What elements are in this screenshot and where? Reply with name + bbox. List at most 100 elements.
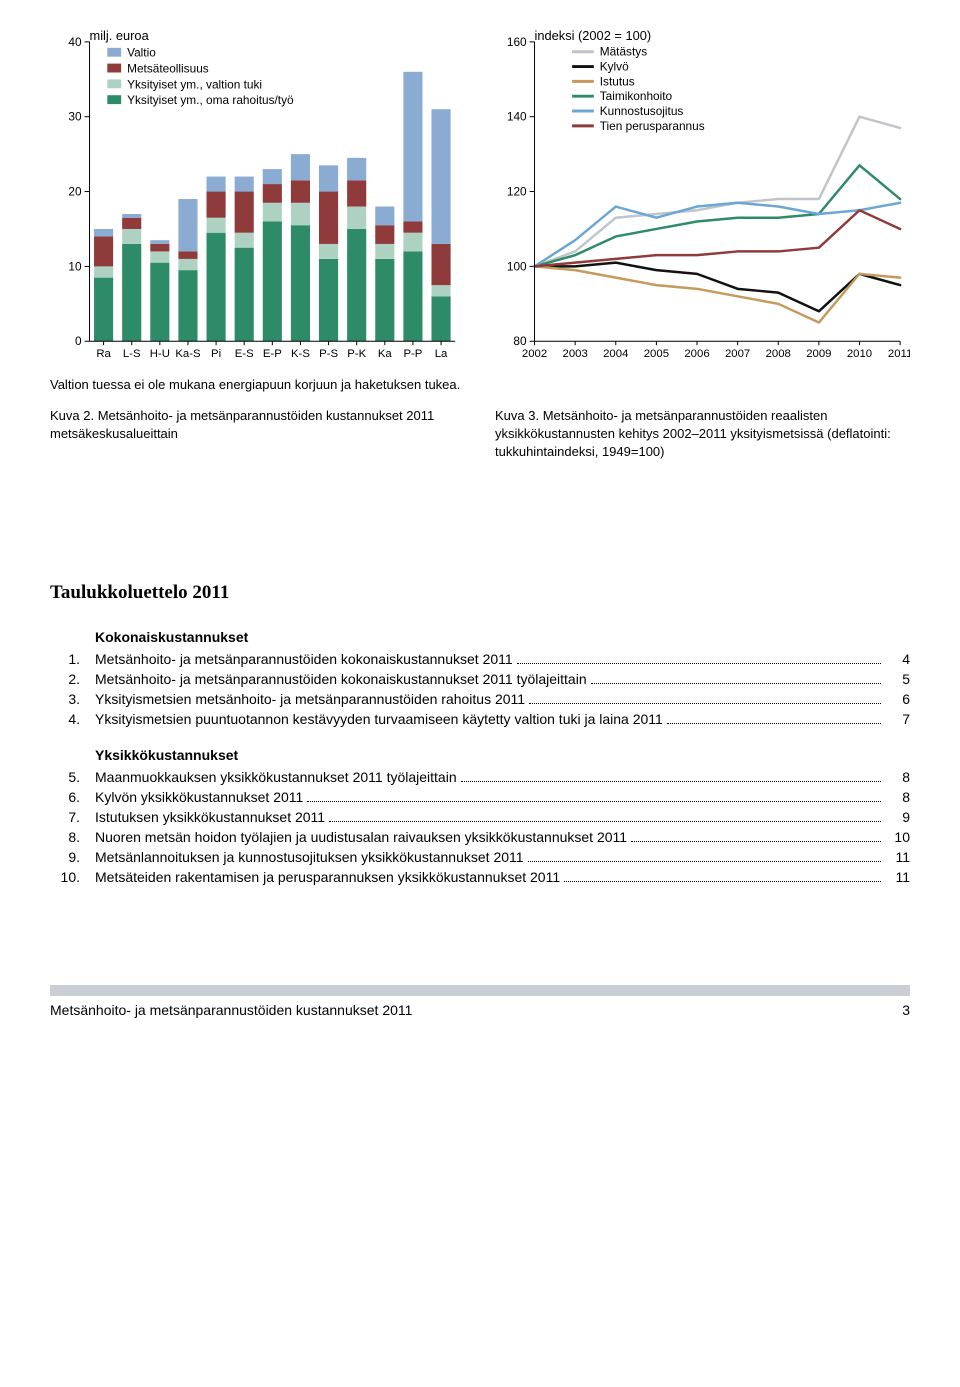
toc-entry-number: 1. <box>50 651 80 667</box>
svg-text:Pi: Pi <box>211 348 221 360</box>
toc-entry-text: Istutuksen yksikkökustannukset 2011 <box>95 809 325 825</box>
svg-text:20: 20 <box>68 184 82 198</box>
toc-entry-dots <box>631 841 881 842</box>
svg-text:P-P: P-P <box>403 348 422 360</box>
toc-entry: 2. Metsänhoito- ja metsänparannustöiden k… <box>50 671 910 687</box>
toc-section-heading: Yksikkökustannukset <box>95 747 910 763</box>
toc-entry-number: 5. <box>50 769 80 785</box>
toc-title: Taulukkoluettelo 2011 <box>50 582 910 604</box>
toc-entry-text: Metsänhoito- ja metsänparannustöiden kok… <box>95 671 587 687</box>
toc-entry-dots <box>528 861 881 862</box>
svg-text:80: 80 <box>513 334 527 348</box>
toc-entry-page: 5 <box>885 671 910 687</box>
svg-text:2011: 2011 <box>888 348 910 360</box>
toc-entry-page: 8 <box>885 789 910 805</box>
line-chart: indeksi (2002 = 100) MätästysKylvöIstutus… <box>495 30 910 366</box>
bar-chart-container: milj. euroa ValtioMetsäteollisuus Yksityis… <box>50 30 465 462</box>
toc-entry-page: 9 <box>885 809 910 825</box>
bar-chart: milj. euroa ValtioMetsäteollisuus Yksityis… <box>50 30 465 366</box>
toc-entry-text: Yksityismetsien puuntuotannon kestävyyde… <box>95 711 663 727</box>
svg-text:Kunnostusojitus: Kunnostusojitus <box>600 104 684 118</box>
footer-bar <box>50 985 910 996</box>
svg-text:Mätästys: Mätästys <box>600 45 647 59</box>
svg-text:2003: 2003 <box>563 348 588 360</box>
toc-entry-page: 10 <box>885 829 910 845</box>
footer-title: Metsänhoito- ja metsänparannustöiden kus… <box>50 1002 412 1018</box>
svg-text:Yksityiset ym., valtion tuki: Yksityiset ym., valtion tuki <box>127 77 262 91</box>
toc-entry-page: 11 <box>885 849 910 865</box>
toc-entry-number: 10. <box>50 869 80 885</box>
svg-text:P-S: P-S <box>319 348 338 360</box>
toc-entry-text: Metsäteiden rakentamisen ja perusparannu… <box>95 869 560 885</box>
toc-entry: 1.Metsänhoito- ja metsänparannustöiden k… <box>50 651 910 667</box>
svg-text:120: 120 <box>507 184 527 198</box>
svg-text:2002: 2002 <box>522 348 547 360</box>
toc-entry-text: Maanmuokkauksen yksikkökustannukset 2011… <box>95 769 457 785</box>
toc-entry-text: Kylvön yksikkökustannukset 2011 <box>95 789 303 805</box>
svg-text:2009: 2009 <box>806 348 831 360</box>
toc: Kokonaiskustannukset1.Metsänhoito- ja me… <box>50 629 910 885</box>
toc-entry-dots <box>564 881 881 882</box>
svg-text:2008: 2008 <box>766 348 791 360</box>
svg-text:2004: 2004 <box>603 348 628 360</box>
svg-text:2005: 2005 <box>644 348 669 360</box>
svg-text:140: 140 <box>507 110 527 124</box>
toc-entry-page: 4 <box>885 651 910 667</box>
svg-text:K-S: K-S <box>291 348 310 360</box>
svg-text:0: 0 <box>75 334 82 348</box>
toc-entry-page: 8 <box>885 769 910 785</box>
toc-entry-number: 2. <box>50 671 80 687</box>
svg-text:P-K: P-K <box>347 348 366 360</box>
toc-entry: 4. Yksityismetsien puuntuotannon kestävyy… <box>50 711 910 727</box>
page-footer: Metsänhoito- ja metsänparannustöiden kus… <box>50 985 910 1018</box>
toc-entry: 8. Nuoren metsän hoidon työlajien ja uudi… <box>50 829 910 845</box>
toc-entry-page: 7 <box>885 711 910 727</box>
svg-text:Ra: Ra <box>96 348 111 360</box>
toc-entry-number: 3. <box>50 691 80 707</box>
svg-text:E-S: E-S <box>235 348 254 360</box>
line-chart-caption: Kuva 3. Metsänhoito- ja metsänparannustö… <box>495 407 910 462</box>
toc-entry: 3. Yksityismetsien metsänhoito- ja metsän… <box>50 691 910 707</box>
line-chart-container: indeksi (2002 = 100) MätästysKylvöIstutus… <box>495 30 910 462</box>
toc-entry-number: 9. <box>50 849 80 865</box>
toc-entry-dots <box>329 821 881 822</box>
toc-entry: 6. Kylvön yksikkökustannukset 2011 8 <box>50 789 910 805</box>
svg-text:100: 100 <box>507 259 527 273</box>
svg-text:Kylvö: Kylvö <box>600 60 629 74</box>
toc-entry: 7. Istutuksen yksikkökustannukset 2011 9 <box>50 809 910 825</box>
toc-entry: 5. Maanmuokkauksen yksikkökustannukset 20… <box>50 769 910 785</box>
svg-text:Istutus: Istutus <box>600 74 635 88</box>
toc-entry-page: 6 <box>885 691 910 707</box>
toc-entry: 10. Metsäteiden rakentamisen ja peruspara… <box>50 869 910 885</box>
toc-entry-dots <box>591 683 881 684</box>
svg-text:H-U: H-U <box>150 348 170 360</box>
toc-entry-text: Yksityismetsien metsänhoito- ja metsänpa… <box>95 691 525 707</box>
bar-chart-note: Valtion tuessa ei ole mukana energiapuun… <box>50 377 465 392</box>
toc-entry-dots <box>667 723 881 724</box>
bar-chart-caption: Kuva 2. Metsänhoito- ja metsänparannustö… <box>50 407 465 443</box>
svg-text:La: La <box>435 348 448 360</box>
toc-section-heading: Kokonaiskustannukset <box>95 629 910 645</box>
line-chart-spacer <box>495 377 910 392</box>
svg-text:160: 160 <box>507 35 527 49</box>
toc-entry-text: Nuoren metsän hoidon työlajien ja uudist… <box>95 829 627 845</box>
toc-entry-number: 6. <box>50 789 80 805</box>
toc-entry: 9.Metsänlannoituksen ja kunnostusojituks… <box>50 849 910 865</box>
svg-text:Yksityiset ym., oma rahoitus/t: Yksityiset ym., oma rahoitus/työ <box>127 93 294 107</box>
svg-text:2006: 2006 <box>684 348 709 360</box>
svg-text:Taimikonhoito: Taimikonhoito <box>600 89 673 103</box>
svg-text:milj. euroa: milj. euroa <box>90 30 150 43</box>
svg-text:Metsäteollisuus: Metsäteollisuus <box>127 61 209 75</box>
svg-text:Ka-S: Ka-S <box>175 348 201 360</box>
svg-text:Valtio: Valtio <box>127 46 156 60</box>
svg-text:10: 10 <box>68 259 82 273</box>
footer-page-number: 3 <box>902 1002 910 1018</box>
toc-entry-number: 4. <box>50 711 80 727</box>
toc-entry-number: 8. <box>50 829 80 845</box>
svg-text:indeksi (2002 = 100): indeksi (2002 = 100) <box>535 30 652 43</box>
svg-text:Ka: Ka <box>378 348 393 360</box>
toc-entry-page: 11 <box>885 869 910 885</box>
toc-entry-dots <box>461 781 881 782</box>
toc-entry-number: 7. <box>50 809 80 825</box>
toc-entry-dots <box>307 801 881 802</box>
